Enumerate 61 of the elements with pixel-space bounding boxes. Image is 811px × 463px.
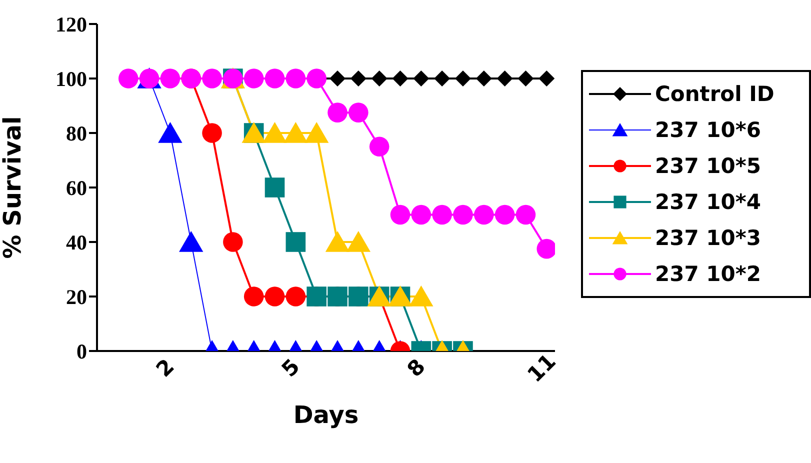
- legend-label: 237 10*3: [655, 226, 761, 250]
- point: [346, 231, 371, 252]
- x-tick-label: 11: [522, 349, 561, 387]
- point: [476, 70, 492, 86]
- point: [286, 286, 306, 306]
- point: [284, 122, 308, 143]
- point: [453, 204, 473, 225]
- point: [118, 68, 138, 88]
- point: [409, 286, 434, 306]
- y-tick-label: 120: [56, 12, 87, 36]
- y-tick-label: 0: [76, 339, 87, 364]
- point: [496, 70, 513, 86]
- point: [518, 70, 534, 86]
- point: [432, 204, 452, 225]
- legend-label: 237 10*4: [655, 190, 761, 214]
- x-tick-label: 2: [152, 354, 179, 382]
- point: [325, 231, 350, 252]
- point: [330, 70, 346, 86]
- x-tick-label: 8: [402, 354, 430, 382]
- legend-label: 237 10*2: [655, 262, 761, 286]
- point: [264, 68, 285, 88]
- point: [262, 122, 287, 143]
- y-tick-label: 60: [66, 176, 87, 200]
- point: [244, 286, 264, 306]
- x-tick-label: 5: [277, 354, 304, 382]
- y-tick-label: 20: [66, 284, 87, 309]
- point: [286, 68, 306, 88]
- y-axis-title: % Survival: [0, 116, 27, 259]
- point: [494, 204, 515, 225]
- point: [371, 70, 388, 86]
- point: [390, 204, 410, 225]
- point: [516, 204, 536, 225]
- legend-label: Control ID: [655, 82, 774, 106]
- point: [202, 68, 222, 88]
- point: [369, 136, 390, 157]
- y-tick-label: 100: [56, 66, 87, 91]
- y-tick-label: 40: [66, 230, 87, 254]
- point: [304, 122, 329, 143]
- point: [223, 232, 243, 252]
- point: [350, 70, 366, 86]
- point: [454, 70, 471, 86]
- legend-label: 237 10*6: [655, 118, 761, 142]
- point: [244, 68, 264, 88]
- point: [264, 286, 285, 306]
- point: [413, 70, 430, 86]
- point: [264, 178, 285, 198]
- point: [434, 70, 450, 86]
- x-axis-title: Days: [293, 401, 359, 429]
- point: [348, 102, 368, 122]
- point: [286, 232, 306, 252]
- point: [392, 70, 408, 86]
- point: [179, 231, 204, 252]
- point: [160, 68, 180, 88]
- y-tick-label: 80: [66, 121, 87, 146]
- point: [411, 204, 432, 225]
- point: [474, 204, 494, 225]
- point: [328, 102, 348, 122]
- point: [158, 122, 182, 143]
- point: [202, 123, 222, 143]
- point: [538, 70, 555, 86]
- legend-label: 237 10*5: [655, 154, 761, 178]
